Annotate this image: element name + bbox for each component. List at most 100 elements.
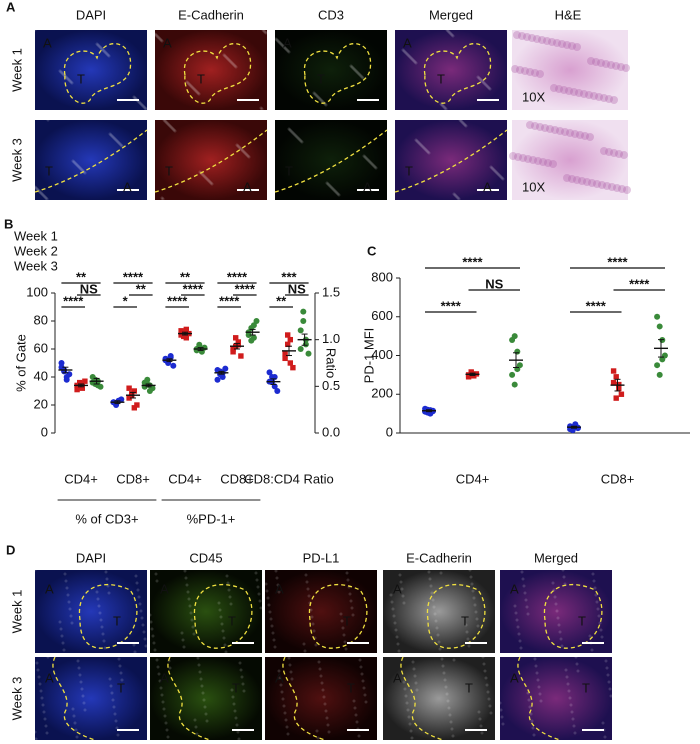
- texture: [295, 135, 299, 139]
- texture: [135, 581, 139, 585]
- texture: [159, 686, 163, 690]
- data-point: [300, 308, 307, 315]
- texture: [341, 626, 345, 630]
- texture: [197, 92, 201, 96]
- texture: [426, 150, 430, 154]
- tumor-outline: [282, 656, 326, 741]
- texture: [138, 602, 142, 606]
- texture: [535, 671, 539, 675]
- texture: [446, 699, 450, 703]
- micrograph: [383, 570, 495, 653]
- texture: [533, 657, 537, 661]
- texture: [555, 609, 559, 613]
- texture: [75, 735, 79, 739]
- texture: [207, 179, 211, 183]
- texture: [144, 107, 148, 111]
- texture: [427, 570, 431, 574]
- texture: [280, 690, 284, 694]
- texture: [465, 630, 469, 634]
- texture: [602, 60, 610, 68]
- x-tick-label: CD4+: [64, 471, 98, 486]
- texture: [429, 584, 433, 588]
- texture: [189, 611, 193, 615]
- texture: [74, 162, 78, 166]
- texture: [314, 93, 318, 97]
- texture: [142, 630, 146, 634]
- tile-label: A: [43, 35, 52, 50]
- texture: [236, 730, 240, 734]
- texture: [437, 640, 441, 644]
- texture: [536, 678, 540, 682]
- texture: [536, 70, 544, 78]
- texture: [407, 54, 411, 58]
- texture: [463, 123, 467, 127]
- texture: [302, 642, 306, 646]
- texture: [39, 689, 43, 693]
- texture: [353, 706, 357, 710]
- data-point: [509, 371, 516, 378]
- y2-tick-label: 0.0: [322, 424, 340, 439]
- texture: [188, 604, 192, 608]
- texture: [464, 623, 468, 627]
- texture: [521, 577, 525, 581]
- tile-label: T: [578, 613, 586, 628]
- y-tick-label: 400: [371, 347, 393, 362]
- tumor-outline: [517, 656, 561, 741]
- data-point: [282, 355, 288, 362]
- texture: [60, 71, 64, 75]
- data-point: [235, 339, 241, 345]
- texture: [454, 194, 458, 198]
- texture: [406, 708, 410, 712]
- data-point: [181, 333, 187, 340]
- texture: [287, 656, 291, 660]
- texture: [551, 581, 555, 585]
- texture: [526, 612, 530, 616]
- texture: [458, 118, 462, 122]
- data-point: [514, 348, 521, 355]
- texture: [195, 732, 199, 736]
- column-title: E-Cadherin: [178, 7, 244, 22]
- texture: [166, 735, 170, 739]
- texture: [284, 47, 288, 51]
- texture: [461, 121, 465, 125]
- texture: [573, 176, 581, 184]
- texture: [562, 575, 566, 579]
- texture: [259, 606, 263, 610]
- texture: [403, 687, 407, 691]
- texture: [571, 717, 575, 721]
- texture: [558, 40, 566, 48]
- texture: [311, 622, 315, 626]
- texture: [149, 620, 153, 624]
- texture: [336, 192, 340, 196]
- texture: [351, 66, 355, 70]
- texture: [166, 122, 170, 126]
- tile-label: A: [275, 581, 284, 596]
- texture: [514, 611, 518, 615]
- texture: [566, 682, 570, 686]
- texture: [232, 63, 236, 67]
- texture: [95, 42, 99, 46]
- data-point: [248, 337, 255, 344]
- column-title: DAPI: [76, 550, 106, 565]
- y-axis-label: % of Gate: [13, 334, 28, 392]
- texture: [532, 733, 536, 737]
- texture: [446, 29, 450, 33]
- texture: [97, 44, 101, 48]
- texture: [412, 667, 416, 671]
- texture: [588, 179, 596, 187]
- texture: [293, 133, 297, 137]
- texture: [111, 135, 115, 139]
- texture: [69, 614, 73, 618]
- texture: [477, 710, 481, 714]
- texture: [82, 701, 86, 705]
- texture: [444, 107, 448, 111]
- column-title: DAPI: [76, 7, 106, 22]
- texture: [350, 606, 354, 610]
- data-point: [63, 376, 70, 383]
- texture: [477, 76, 481, 80]
- tumor-outline: [426, 583, 486, 649]
- texture: [254, 571, 258, 575]
- texture: [597, 614, 601, 618]
- texture: [279, 683, 283, 687]
- texture: [75, 163, 79, 167]
